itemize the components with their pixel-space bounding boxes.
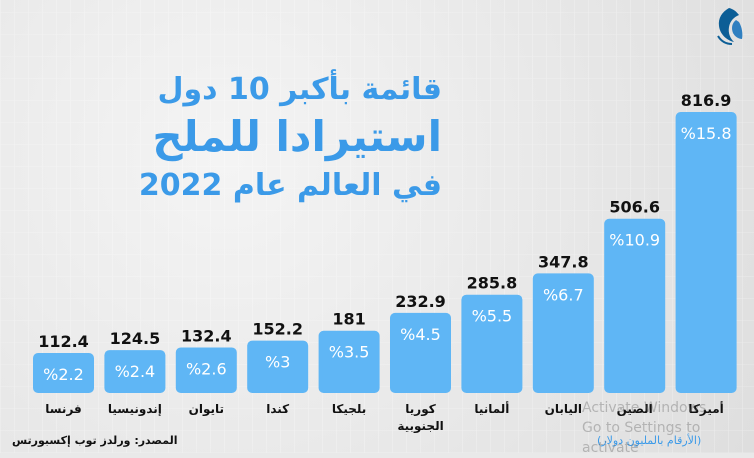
bar <box>675 112 737 393</box>
bar-share-label: %3.5 <box>329 343 370 362</box>
bar-value-label: 506.6 <box>609 198 660 217</box>
bar <box>532 273 594 393</box>
bar-value-label: 347.8 <box>538 252 589 271</box>
al-jazeera-logo-icon <box>717 8 743 45</box>
bar-share-label: %2.6 <box>186 359 227 378</box>
bar-share-label: %5.5 <box>472 307 513 326</box>
chart-title-line-3: في العالم عام 2022 <box>138 168 442 203</box>
chart-title-line-2: استيرادا للملح <box>152 112 442 161</box>
bar <box>461 294 523 393</box>
bar-share-label: %10.9 <box>609 231 660 250</box>
category-label: كندا <box>266 402 289 416</box>
category-label: بلجيكا <box>332 402 366 416</box>
bar-value-label: 124.5 <box>110 329 161 348</box>
category-label: فرنسا <box>45 402 82 416</box>
bar-value-label: 112.4 <box>38 332 89 351</box>
category-label: إندونيسيا <box>108 402 162 417</box>
bar-share-label: %3 <box>265 353 290 372</box>
bar-value-label: 285.8 <box>467 274 518 293</box>
bar-value-label: 132.4 <box>181 326 232 345</box>
category-label: ألمانيا <box>474 401 509 416</box>
bar-value-label: 816.9 <box>681 91 732 110</box>
bar-share-label: %15.8 <box>681 124 732 143</box>
bar <box>247 340 309 393</box>
category-label: الصين <box>617 402 653 416</box>
bar-share-label: %2.2 <box>43 365 84 384</box>
category-label: تايوان <box>189 402 224 417</box>
category-label: أميركا <box>688 401 723 416</box>
bar <box>33 353 94 393</box>
bar <box>604 218 666 393</box>
bar <box>104 350 166 393</box>
bar-share-label: %2.4 <box>115 362 156 381</box>
chart-title-line-1: قائمة بأكبر 10 دول <box>157 72 442 107</box>
bar-value-label: 152.2 <box>252 320 303 339</box>
category-label: كوريا الجنوبية <box>397 402 443 434</box>
bar-value-label: 181 <box>332 310 365 329</box>
bar-share-label: %4.5 <box>400 325 441 344</box>
bar <box>175 347 237 393</box>
category-label: اليابان <box>545 402 582 416</box>
unit-note: (الأرقام بالمليون دولار) <box>597 434 702 447</box>
bar-value-label: 232.9 <box>395 292 446 311</box>
bar-share-label: %6.7 <box>543 285 584 304</box>
source-note: المصدر: ورلدز توب إكسبورتس <box>12 434 178 447</box>
bar <box>390 312 451 393</box>
bar <box>318 330 380 393</box>
